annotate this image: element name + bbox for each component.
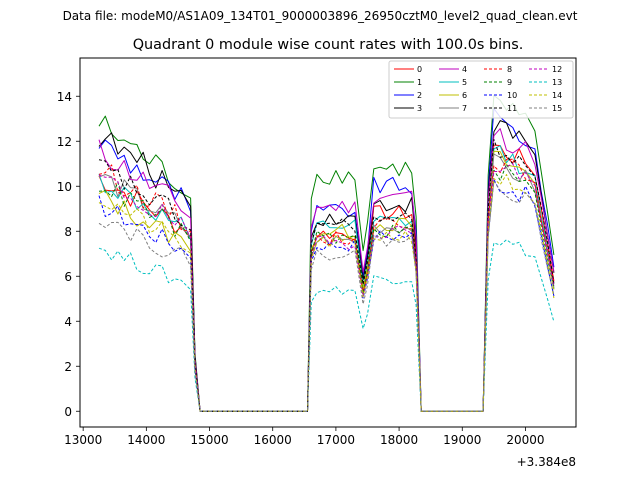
x-tick-label: 14000 — [127, 433, 165, 447]
x-tick-label: 20000 — [506, 433, 544, 447]
chart-title: Quadrant 0 module wise count rates with … — [133, 37, 524, 53]
suptitle: Data file: modeM0/AS1A09_134T01_90000038… — [63, 9, 578, 23]
legend-label-7: 7 — [462, 104, 467, 113]
legend-label-10: 10 — [507, 91, 517, 100]
plot-frame — [79, 57, 577, 428]
legend-label-15: 15 — [552, 104, 562, 113]
y-axis-ticks: 0 2 4 6 8 10 12 14 — [57, 90, 80, 419]
y-tick-label: 12 — [57, 135, 72, 149]
x-tick-label: 19000 — [443, 433, 481, 447]
x-offset-label: +3.384e8 — [517, 455, 576, 469]
legend-label-13: 13 — [552, 78, 562, 87]
legend-label-3: 3 — [417, 104, 422, 113]
series-lines — [98, 95, 555, 412]
legend-box — [388, 60, 574, 119]
y-tick-label: 6 — [64, 270, 72, 284]
series-line-9 — [98, 164, 555, 412]
x-tick-label: 16000 — [254, 433, 292, 447]
legend-label-4: 4 — [462, 65, 467, 74]
x-axis-ticks: 13000 14000 15000 16000 17000 18000 19000 20000 — [64, 427, 545, 447]
legend-label-6: 6 — [462, 91, 467, 100]
y-tick-label: 10 — [57, 180, 72, 194]
series-line-15 — [98, 180, 555, 412]
x-tick-label: 13000 — [64, 433, 102, 447]
legend-label-0: 0 — [417, 65, 422, 74]
y-tick-label: 0 — [64, 405, 72, 419]
x-tick-label: 18000 — [380, 433, 418, 447]
legend-label-2: 2 — [417, 91, 422, 100]
legend-label-8: 8 — [507, 65, 512, 74]
y-tick-label: 8 — [64, 225, 72, 239]
legend-label-1: 1 — [417, 78, 422, 87]
x-tick-label: 15000 — [190, 433, 228, 447]
y-tick-label: 2 — [64, 360, 72, 374]
y-tick-label: 14 — [57, 90, 72, 104]
legend-label-14: 14 — [552, 91, 562, 100]
legend-label-9: 9 — [507, 78, 512, 87]
x-tick-label: 17000 — [317, 433, 355, 447]
legend-label-12: 12 — [552, 65, 562, 74]
series-line-14 — [98, 174, 555, 412]
legend-label-5: 5 — [462, 78, 467, 87]
series-line-12 — [98, 163, 555, 412]
legend-label-11: 11 — [507, 104, 517, 113]
y-tick-label: 4 — [64, 315, 72, 329]
series-line-13 — [98, 239, 555, 412]
series-line-10 — [98, 179, 555, 412]
